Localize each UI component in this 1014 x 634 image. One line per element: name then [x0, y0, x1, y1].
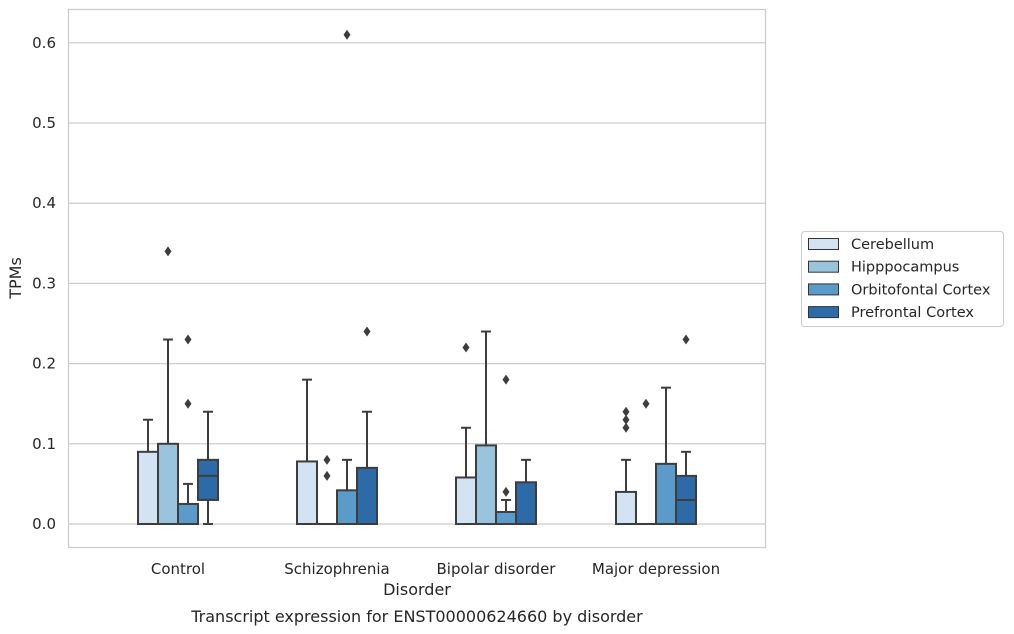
outlier-point — [462, 342, 470, 353]
box-body — [475, 444, 497, 525]
box-body — [157, 442, 179, 525]
box-0-2 — [455, 342, 477, 526]
legend-swatch — [808, 238, 839, 250]
outlier-point — [323, 454, 331, 465]
legend-label: Prefrontal Cortex — [851, 305, 974, 321]
outlier-point — [164, 246, 172, 257]
outlier-point — [184, 398, 192, 409]
outlier-point — [622, 422, 630, 433]
legend-swatch — [808, 283, 839, 296]
x-tick-label: Schizophrenia — [284, 560, 389, 578]
x-tick-label: Bipolar disorder — [437, 560, 557, 578]
gridlines — [69, 42, 765, 525]
box-2-1 — [336, 29, 358, 526]
y-tick-label: 0.6 — [32, 34, 56, 52]
legend: Cerebellum Hipppocampus Orbitofontal Corte… — [801, 231, 1004, 327]
y-tick-label: 0.4 — [32, 194, 56, 212]
x-tick-label: Control — [151, 560, 205, 578]
box-body — [455, 476, 477, 526]
box-body — [137, 450, 159, 526]
box-layer — [137, 29, 697, 526]
box-body — [197, 458, 219, 501]
box-1-3 — [635, 398, 657, 526]
legend-swatch — [808, 306, 839, 319]
chart-caption: Transcript expression for ENST0000062466… — [190, 607, 643, 626]
box-1-0 — [157, 246, 179, 525]
box-3-0 — [197, 410, 219, 525]
legend-label: Orbitofontal Cortex — [851, 282, 991, 298]
y-tick-label: 0.0 — [32, 515, 56, 533]
box-1-2 — [475, 330, 497, 525]
box-1-1 — [316, 454, 338, 526]
box-2-2 — [495, 374, 517, 526]
x-tick-label: Major depression — [592, 560, 720, 578]
box-body — [296, 460, 318, 525]
box-body — [495, 510, 517, 526]
box-body — [336, 489, 358, 526]
box-2-3 — [655, 386, 677, 526]
x-axis-label: Disorder — [383, 580, 451, 599]
box-2-0 — [177, 334, 199, 526]
legend-frame — [801, 231, 1004, 327]
box-0-0 — [137, 418, 159, 526]
box-body — [515, 481, 537, 525]
box-0-1 — [296, 378, 318, 525]
box-body — [356, 466, 378, 525]
outlier-point — [682, 334, 690, 345]
outlier-point — [622, 406, 630, 417]
outlier-point — [363, 326, 371, 337]
legend-label: Hipppocampus — [851, 260, 959, 276]
box-3-2 — [515, 458, 537, 525]
box-body — [615, 490, 637, 526]
outlier-point — [323, 470, 331, 481]
box-3-1 — [356, 326, 378, 525]
outlier-point — [642, 398, 650, 409]
box-0-3 — [615, 406, 637, 526]
outlier-point — [343, 29, 351, 40]
box-3-3 — [675, 334, 697, 526]
legend-label: Cerebellum — [851, 237, 934, 253]
y-tick-label: 0.1 — [32, 435, 56, 453]
outlier-point — [184, 334, 192, 345]
box-body — [655, 462, 677, 526]
y-axis-label: TPMs — [6, 257, 25, 300]
outlier-point — [622, 414, 630, 425]
plot-frame — [67, 8, 767, 549]
outlier-point — [502, 374, 510, 385]
y-tick-label: 0.3 — [32, 274, 56, 292]
tick-labels: 0.0 0.1 0.2 0.3 0.4 0.5 0.6 Control Schizophreni… — [32, 34, 720, 578]
outlier-point — [502, 486, 510, 497]
box-body — [177, 502, 199, 526]
y-tick-label: 0.5 — [32, 114, 56, 132]
legend-swatch — [808, 260, 839, 273]
y-tick-label: 0.2 — [32, 355, 56, 373]
